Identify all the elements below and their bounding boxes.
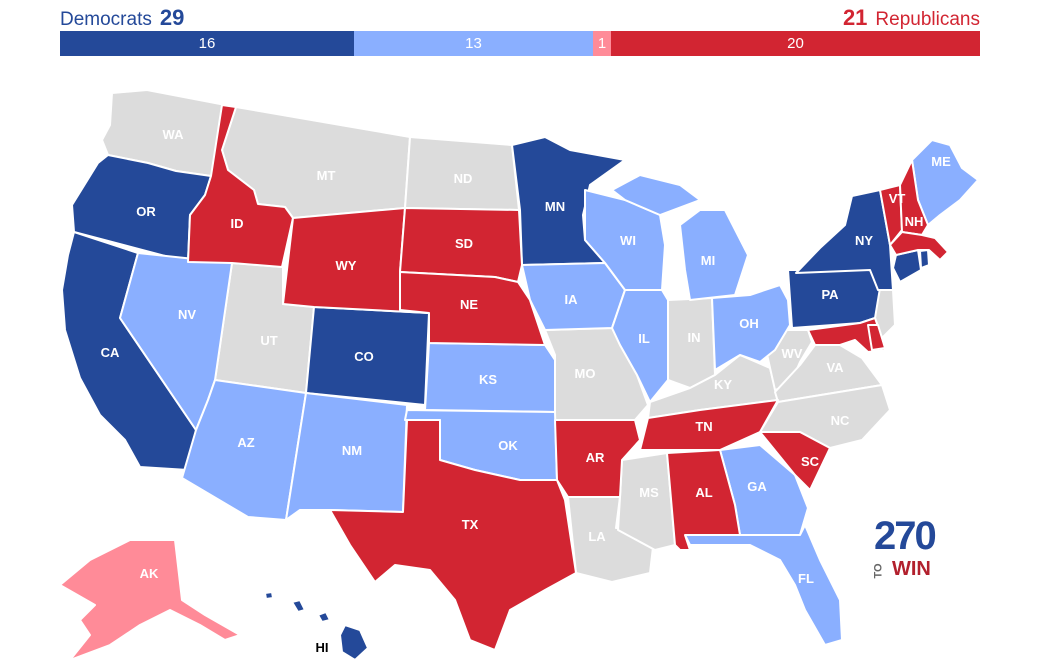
label-mn: MN bbox=[545, 199, 565, 214]
republicans-total: 21 bbox=[842, 5, 868, 30]
label-ia: IA bbox=[565, 292, 579, 307]
label-ny: NY bbox=[855, 233, 873, 248]
label-wv: WV bbox=[782, 346, 803, 361]
state-de[interactable] bbox=[867, 324, 886, 351]
state-sc[interactable] bbox=[759, 431, 831, 491]
label-ky: KY bbox=[714, 377, 732, 392]
state-il[interactable] bbox=[611, 289, 669, 403]
democrats-total: 29 bbox=[159, 5, 185, 30]
label-nm: NM bbox=[342, 443, 362, 458]
lean-dem-segment[interactable]: 13 bbox=[354, 31, 593, 56]
label-pa: PA bbox=[821, 287, 839, 302]
seat-count-bar: 16 13 1 20 bbox=[60, 31, 980, 56]
label-in: IN bbox=[688, 330, 701, 345]
label-al: AL bbox=[695, 485, 712, 500]
republicans-header: 21 Republicans bbox=[843, 5, 980, 31]
label-az: AZ bbox=[237, 435, 254, 450]
label-ms: MS bbox=[639, 485, 659, 500]
label-nh: NH bbox=[905, 214, 924, 229]
label-hi: HI bbox=[316, 640, 329, 655]
label-wa: WA bbox=[163, 127, 185, 142]
state-al[interactable] bbox=[666, 449, 741, 551]
safe-rep-segment[interactable]: 20 bbox=[611, 31, 980, 56]
label-ar: AR bbox=[586, 450, 605, 465]
democrats-label: Democrats bbox=[60, 9, 152, 30]
state-ak[interactable] bbox=[59, 539, 241, 661]
label-tn: TN bbox=[695, 419, 712, 434]
label-mi: MI bbox=[701, 253, 715, 268]
label-wi: WI bbox=[620, 233, 636, 248]
label-mo: MO bbox=[575, 366, 596, 381]
label-sd: SD bbox=[455, 236, 473, 251]
logo-number: 270 bbox=[874, 514, 937, 558]
label-vt: VT bbox=[889, 191, 906, 206]
label-id: ID bbox=[231, 216, 244, 231]
label-or: OR bbox=[136, 204, 156, 219]
lean-rep-segment[interactable]: 1 bbox=[593, 31, 611, 56]
state-oh[interactable] bbox=[711, 284, 791, 371]
label-ca: CA bbox=[101, 345, 120, 360]
label-tx: TX bbox=[462, 517, 479, 532]
state-ar[interactable] bbox=[554, 419, 641, 498]
label-ok: OK bbox=[498, 438, 518, 453]
label-wy: WY bbox=[336, 258, 357, 273]
democrats-header: Democrats 29 bbox=[60, 5, 184, 31]
label-co: CO bbox=[354, 349, 374, 364]
label-il: IL bbox=[638, 331, 650, 346]
logo-win: WIN bbox=[892, 558, 931, 580]
label-me: ME bbox=[931, 154, 951, 169]
label-nc: NC bbox=[831, 413, 850, 428]
label-va: VA bbox=[826, 360, 844, 375]
label-nd: ND bbox=[454, 171, 473, 186]
state-tx[interactable] bbox=[329, 419, 577, 651]
safe-dem-segment[interactable]: 16 bbox=[60, 31, 354, 56]
logo-to: TO bbox=[872, 563, 885, 579]
state-ne[interactable] bbox=[399, 271, 546, 346]
label-sc: SC bbox=[801, 454, 820, 469]
label-fl: FL bbox=[798, 571, 814, 586]
state-ma[interactable] bbox=[889, 231, 949, 261]
state-mi[interactable] bbox=[611, 174, 749, 301]
state-ri[interactable] bbox=[919, 249, 930, 269]
label-ut: UT bbox=[260, 333, 277, 348]
label-oh: OH bbox=[739, 316, 759, 331]
label-la: LA bbox=[588, 529, 606, 544]
label-ne: NE bbox=[460, 297, 478, 312]
label-ks: KS bbox=[479, 372, 497, 387]
state-hi[interactable] bbox=[264, 591, 369, 661]
label-mt: MT bbox=[317, 168, 336, 183]
republicans-label: Republicans bbox=[875, 9, 980, 30]
state-fl[interactable] bbox=[684, 524, 843, 646]
270towin-logo[interactable]: 270 TO WIN bbox=[872, 514, 944, 586]
label-ga: GA bbox=[747, 479, 767, 494]
label-nv: NV bbox=[178, 307, 196, 322]
state-md[interactable] bbox=[807, 317, 886, 353]
state-ms[interactable] bbox=[617, 452, 676, 551]
label-ak: AK bbox=[140, 566, 159, 581]
